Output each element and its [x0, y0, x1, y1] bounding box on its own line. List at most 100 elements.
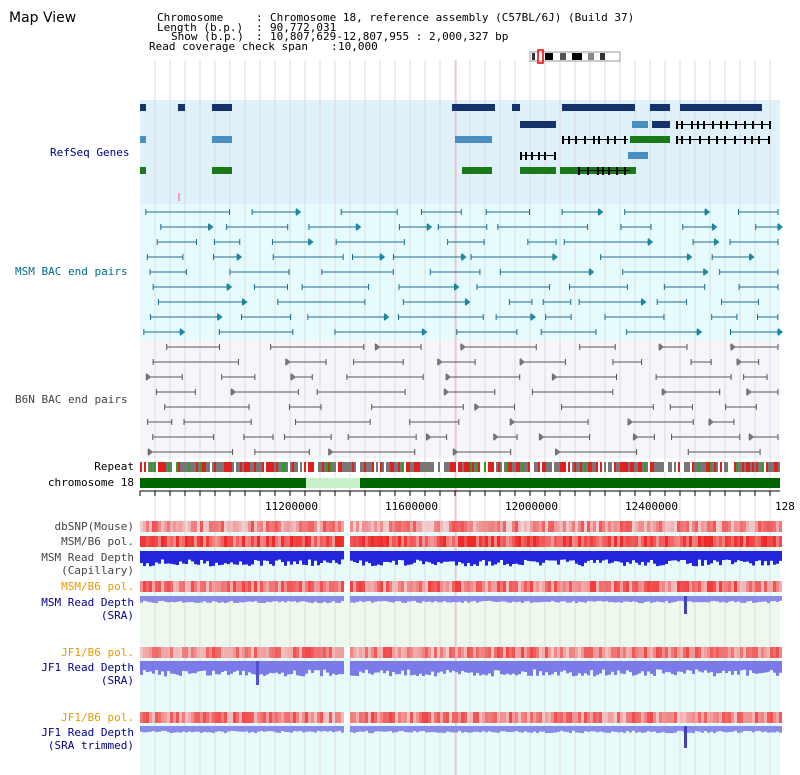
- heat-cell: [323, 647, 326, 658]
- depth-bar: [644, 596, 647, 602]
- repeat-segment: [314, 462, 316, 472]
- depth-bar: [392, 726, 395, 733]
- repeat-segment: [362, 462, 364, 472]
- gene-exon: [578, 167, 580, 175]
- heat-cell: [560, 712, 563, 723]
- repeat-segment: [716, 462, 718, 472]
- heat-cell: [380, 521, 383, 532]
- track-label-jf1-b6-pol-2[interactable]: JF1/B6 pol.: [61, 711, 134, 724]
- depth-bar: [716, 661, 719, 674]
- heat-cell: [194, 521, 197, 532]
- heat-cell: [569, 647, 572, 658]
- track-label-jf1-depth-sra[interactable]: JF1 Read Depth: [41, 661, 134, 674]
- heat-cell: [158, 536, 161, 547]
- repeat-segment: [702, 462, 704, 472]
- repeat-segment: [456, 462, 458, 472]
- bac-end-arrow: [474, 403, 480, 411]
- depth-bar: [671, 661, 674, 674]
- track-label-msm-b6-pol-1[interactable]: MSM/B6 pol.: [61, 535, 134, 548]
- depth-bar: [281, 726, 284, 732]
- depth-bar: [677, 596, 680, 601]
- track-label-refseq[interactable]: RefSeq Genes: [50, 146, 130, 159]
- depth-bar: [521, 596, 524, 603]
- track-label-repeat[interactable]: Repeat: [94, 460, 134, 473]
- depth-bar: [164, 726, 167, 731]
- repeat-segment: [464, 462, 466, 472]
- track-label-msm-depth-capillary[interactable]: MSM Read Depth: [41, 551, 134, 564]
- track-label-msm-depth-sra[interactable]: MSM Read Depth: [41, 596, 134, 609]
- repeat-segment: [770, 462, 772, 472]
- heat-cell: [536, 521, 539, 532]
- heat-cell: [512, 521, 515, 532]
- depth-bar: [215, 596, 218, 602]
- depth-bar: [215, 726, 218, 732]
- heat-cell: [158, 581, 161, 592]
- heat-cell: [575, 536, 578, 547]
- track-label-dbsnp[interactable]: dbSNP(Mouse): [54, 520, 134, 533]
- depth-bar: [209, 551, 212, 567]
- heat-cell: [290, 647, 293, 658]
- heat-cell: [620, 521, 623, 532]
- track-label-jf1-depth-trimmed[interactable]: JF1 Read Depth: [41, 726, 134, 739]
- depth-bar: [224, 551, 227, 564]
- depth-bar: [455, 726, 458, 733]
- track-label-msm-bac[interactable]: MSM BAC end pairs: [15, 265, 128, 278]
- heat-cell: [317, 536, 320, 547]
- depth-bar: [494, 661, 497, 671]
- gene-exon: [716, 136, 718, 144]
- repeat-segment: [202, 462, 204, 472]
- heat-cell: [548, 536, 551, 547]
- heat-cell: [236, 521, 239, 532]
- bac-end-arrow: [746, 388, 752, 396]
- heat-cell: [506, 521, 509, 532]
- bac-end-arrow: [422, 328, 428, 336]
- depth-bar: [215, 551, 218, 563]
- heat-cell: [425, 536, 428, 547]
- depth-bar: [491, 726, 494, 733]
- depth-bar: [539, 726, 542, 732]
- repeat-segment: [476, 462, 478, 472]
- track-label-msm-b6-pol-2[interactable]: MSM/B6 pol.: [61, 580, 134, 593]
- gene-feature: [212, 136, 232, 143]
- depth-bar: [260, 596, 263, 603]
- gene-exon: [761, 121, 763, 129]
- gene-exon: [525, 152, 527, 160]
- depth-bar: [362, 661, 365, 673]
- depth-bar: [443, 596, 446, 602]
- heat-cell: [176, 521, 179, 532]
- heat-cell: [176, 647, 179, 658]
- gene-exon: [602, 167, 604, 175]
- depth-bar: [773, 661, 776, 673]
- track-label-jf1-b6-pol-1[interactable]: JF1/B6 pol.: [61, 646, 134, 659]
- depth-bar: [680, 551, 683, 561]
- depth-bar: [629, 661, 632, 673]
- heat-cell: [662, 521, 665, 532]
- heat-cell: [170, 581, 173, 592]
- depth-bar: [638, 661, 641, 674]
- bac-end-arrow: [231, 388, 237, 396]
- repeat-segment: [508, 462, 510, 472]
- repeat-segment: [354, 462, 356, 472]
- depth-bar: [401, 661, 404, 671]
- repeat-segment: [402, 462, 404, 472]
- depth-bar: [359, 551, 362, 561]
- depth-bar: [590, 596, 593, 602]
- axis-tick-label: 11200000: [265, 500, 318, 513]
- repeat-segment: [516, 462, 518, 472]
- depth-bar: [557, 551, 560, 565]
- repeat-segment: [250, 462, 252, 472]
- repeat-segment: [748, 462, 750, 472]
- heat-cell: [530, 521, 533, 532]
- track-label-chromosome[interactable]: chromosome 18: [47, 476, 134, 489]
- depth-bar: [560, 551, 563, 560]
- heat-cell: [455, 712, 458, 723]
- heat-cell: [608, 647, 611, 658]
- repeat-segment: [382, 462, 384, 472]
- heat-cell: [473, 712, 476, 723]
- depth-bar: [209, 661, 212, 676]
- repeat-segment: [310, 462, 312, 472]
- track-label-b6n-bac[interactable]: B6N BAC end pairs: [15, 393, 128, 406]
- heat-cell: [227, 521, 230, 532]
